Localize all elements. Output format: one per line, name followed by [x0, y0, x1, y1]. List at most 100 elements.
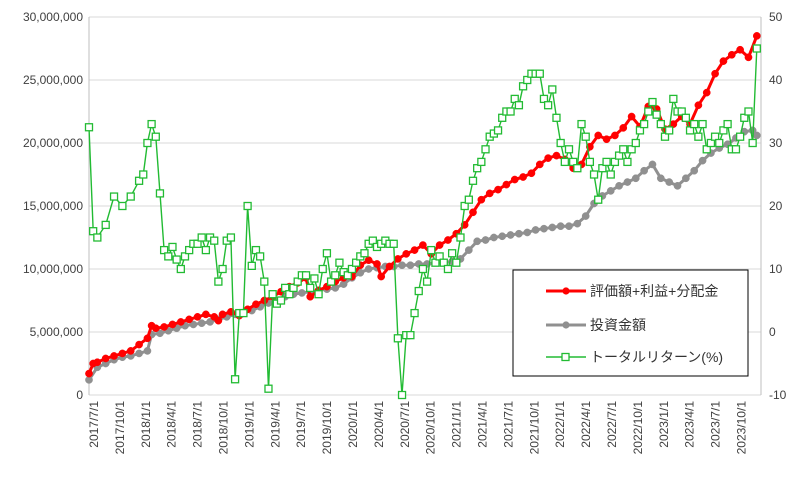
data-point: [389, 239, 398, 248]
data-point: [510, 175, 519, 184]
data-point: [677, 107, 686, 116]
data-point: [155, 189, 165, 198]
data-point: [682, 174, 690, 183]
data-point: [406, 330, 415, 340]
data-point: [398, 261, 406, 270]
data-point: [435, 252, 444, 261]
data-point: [723, 119, 732, 129]
data-point: [414, 286, 423, 296]
data-point: [548, 223, 557, 232]
data-point: [665, 178, 674, 186]
data-point: [535, 160, 544, 169]
data-point: [189, 320, 198, 329]
data-point: [710, 132, 720, 141]
x-tick-label: 2019/4/1: [268, 401, 282, 448]
data-point: [406, 261, 415, 270]
data-point: [210, 236, 219, 245]
data-point: [681, 113, 691, 122]
data-point: [569, 157, 578, 167]
data-point: [394, 255, 402, 263]
y-right-tick-label: 10: [769, 262, 783, 276]
data-point: [164, 252, 173, 261]
x-tick-label: 2019/1/1: [242, 401, 256, 448]
legend-label: 評価額+利益+分配金: [590, 283, 718, 299]
data-point: [543, 101, 553, 110]
x-axis-ticks: 2017/7/1 2017/10/1 2018/1/1 2018/4/1 2018/7/…: [87, 401, 749, 455]
data-point: [752, 44, 761, 53]
y-left-tick-label: 15,000,000: [23, 199, 83, 213]
data-point: [468, 176, 478, 185]
y-left-tick-label: 30,000,000: [23, 10, 83, 24]
data-point: [314, 290, 323, 299]
data-point: [523, 75, 532, 85]
data-point: [452, 258, 461, 267]
data-point: [731, 145, 741, 154]
data-point: [494, 185, 502, 194]
data-point: [101, 220, 110, 230]
data-point: [539, 94, 549, 104]
x-tick-label: 2023/4/1: [683, 401, 697, 448]
data-point: [185, 315, 194, 324]
data-point: [385, 262, 394, 271]
data-point: [581, 212, 590, 220]
data-point: [673, 181, 682, 190]
legend-label: 投資金額: [590, 317, 646, 333]
data-point: [556, 138, 565, 148]
data-point: [197, 233, 206, 242]
data-point: [640, 166, 648, 175]
data-point: [322, 249, 332, 258]
data-point: [544, 154, 552, 162]
data-point: [126, 192, 135, 201]
data-point: [631, 138, 640, 148]
y-left-tick-label: 0: [76, 388, 83, 402]
data-point: [552, 113, 561, 122]
left-axis-ticks: 0 5,000,000 10,000,000 15,000,000 20,000,000…: [23, 10, 83, 402]
data-point: [318, 264, 327, 274]
data-point: [89, 227, 98, 236]
data-point: [552, 151, 561, 160]
data-point: [623, 157, 632, 167]
data-point: [206, 318, 214, 326]
data-point: [627, 145, 636, 154]
data-point: [506, 231, 515, 239]
data-point: [627, 112, 636, 121]
data-point: [351, 258, 361, 267]
data-point: [477, 195, 486, 204]
x-tick-label: 2018/10/1: [217, 401, 231, 455]
x-tick-label: 2019/7/1: [294, 401, 308, 448]
data-point: [306, 292, 315, 301]
x-tick-label: 2022/1/1: [553, 401, 567, 448]
data-point: [469, 208, 477, 217]
data-point: [573, 219, 582, 228]
data-point: [335, 258, 344, 267]
x-tick-label: 2023/1/1: [657, 401, 671, 448]
series-layer: [84, 32, 761, 400]
data-point: [143, 347, 152, 355]
data-point: [293, 277, 302, 286]
data-point: [481, 145, 490, 154]
data-point: [364, 256, 373, 265]
data-point: [422, 277, 432, 286]
data-point: [694, 101, 703, 110]
data-point: [251, 245, 261, 255]
data-point: [498, 113, 507, 122]
data-point: [619, 145, 628, 154]
data-point: [298, 289, 306, 297]
data-point: [135, 340, 143, 349]
data-point: [652, 110, 661, 119]
legend-box: [512, 269, 749, 377]
data-point: [202, 310, 210, 319]
data-point: [214, 316, 223, 325]
x-tick-label: 2020/4/1: [372, 401, 386, 448]
data-point: [368, 236, 377, 245]
x-tick-label: 2018/7/1: [191, 401, 205, 448]
data-point: [110, 352, 118, 360]
data-point: [156, 329, 164, 338]
data-point: [419, 241, 427, 249]
data-point: [343, 271, 352, 280]
data-point: [644, 107, 653, 116]
data-point: [268, 290, 277, 299]
x-tick-label: 2021/7/1: [501, 401, 515, 448]
data-point: [540, 224, 548, 233]
